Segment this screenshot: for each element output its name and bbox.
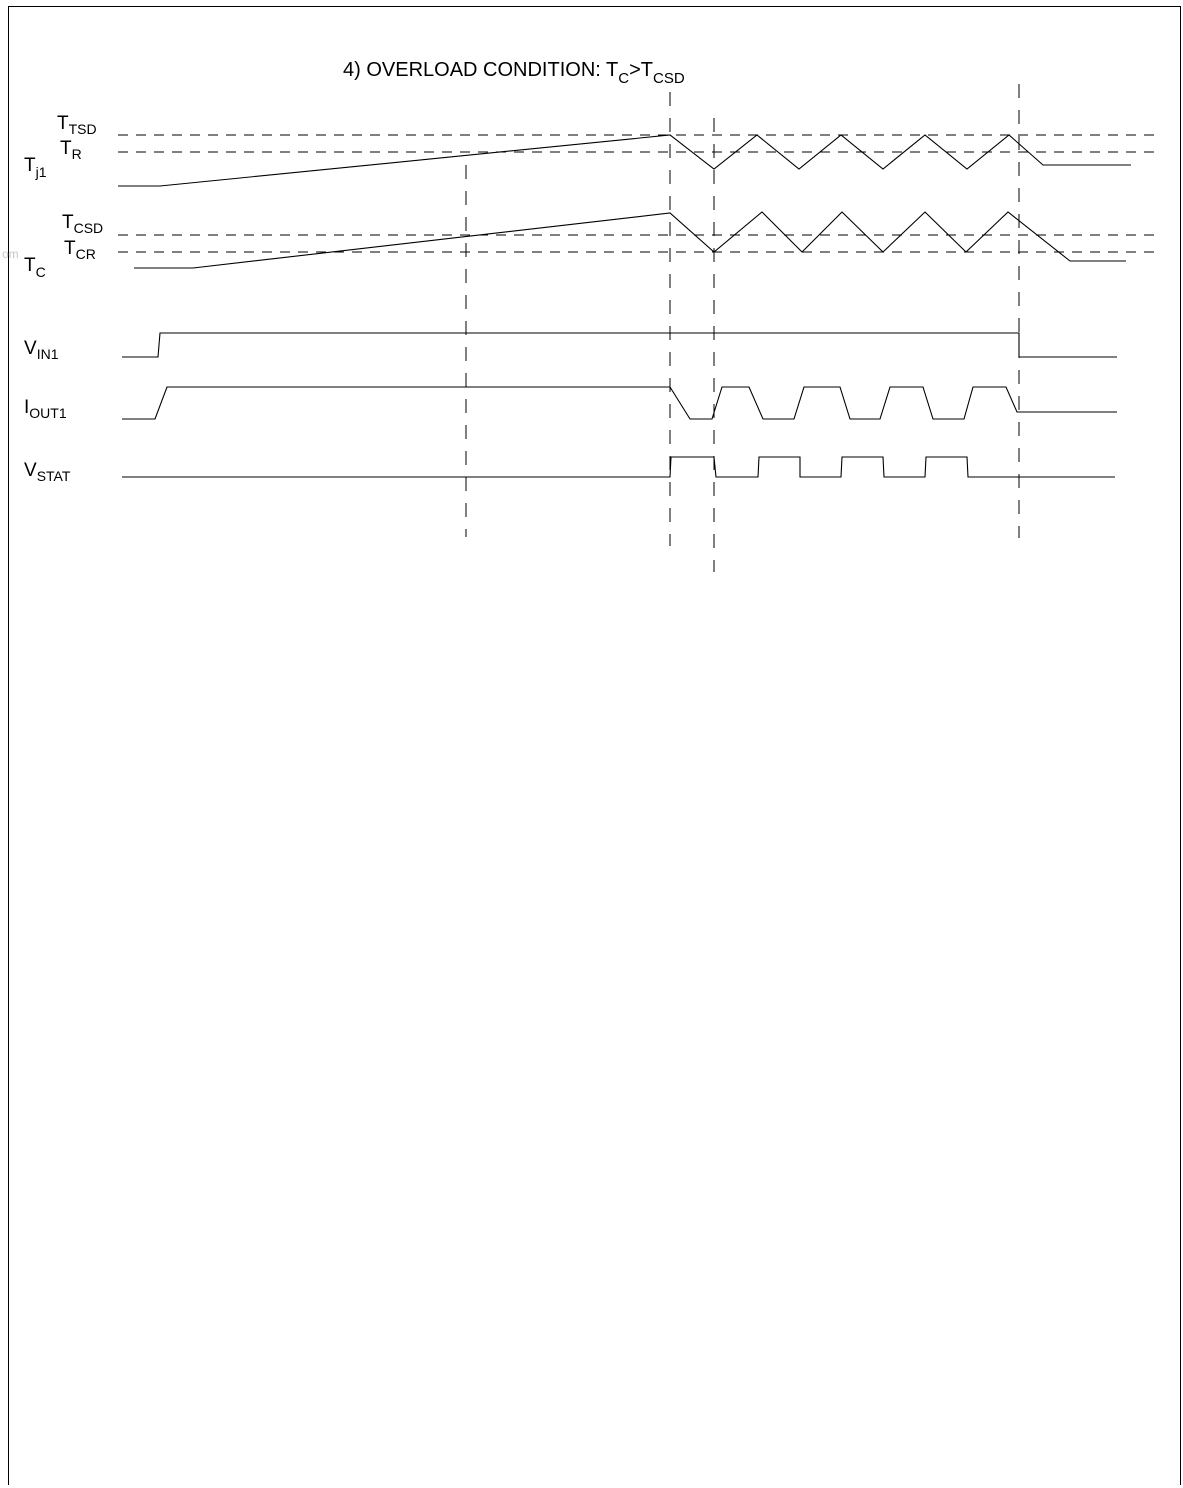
label-ttsd: TTSD	[57, 113, 97, 137]
label-vin1: VIN1	[24, 338, 59, 362]
label-iout1: IOUT1	[24, 397, 67, 421]
label-tc: TC	[24, 255, 46, 280]
waveform-vin1	[122, 332, 1117, 358]
label-tr: TR	[60, 138, 82, 162]
waveform-iout1	[122, 386, 1117, 420]
label-tcsd: TCSD	[62, 212, 103, 236]
diagram-title: 4) OVERLOAD CONDITION: TC>TCSD	[343, 59, 685, 87]
waveform-vstat	[122, 456, 1115, 478]
waveform-tj1	[118, 134, 1131, 187]
label-tcr: TCR	[64, 238, 96, 262]
waveform-tc	[134, 211, 1126, 269]
label-tj1: Tj1	[24, 155, 47, 180]
label-vstat: VSTAT	[24, 460, 71, 484]
diagram-frame	[8, 6, 1181, 1485]
watermark: om	[2, 247, 19, 261]
